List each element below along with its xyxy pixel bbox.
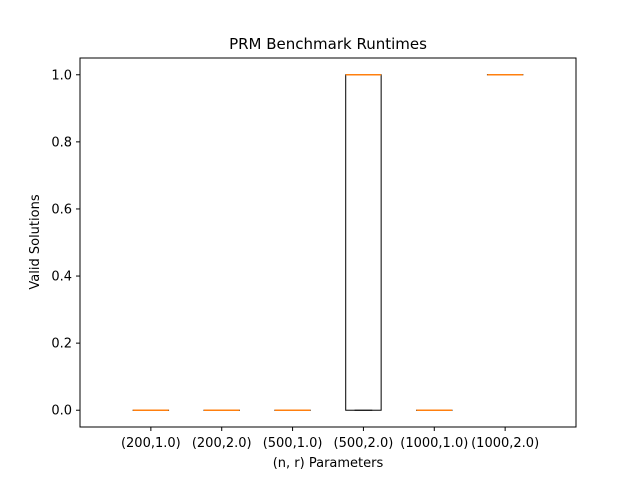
y-tick-label: 1.0 [51,68,72,83]
y-tick-label: 0.8 [51,135,72,150]
y-tick-label: 0.6 [51,202,72,217]
x-tick-label: (1000,2.0) [471,436,539,451]
plot-area: 0.0 0.2 0.4 0.6 0.8 1.0 (200,1.0) (200,2.0) (500… [51,68,539,451]
x-tick-label: (500,1.0) [263,436,323,451]
x-tick-label: (200,2.0) [192,436,252,451]
x-axis-label: (n, r) Parameters [273,456,384,471]
y-tick-label: 0.0 [51,404,72,419]
y-tick-label: 0.2 [51,337,72,352]
chart-title: PRM Benchmark Runtimes [229,35,427,53]
x-tick-label: (1000,1.0) [400,436,468,451]
y-tick-label: 0.4 [51,270,72,285]
axes-frame [79,57,577,428]
y-axis-label: Valid Solutions [28,194,43,289]
x-tick-label: (200,1.0) [121,436,181,451]
x-tick-label: (500,2.0) [334,436,394,451]
